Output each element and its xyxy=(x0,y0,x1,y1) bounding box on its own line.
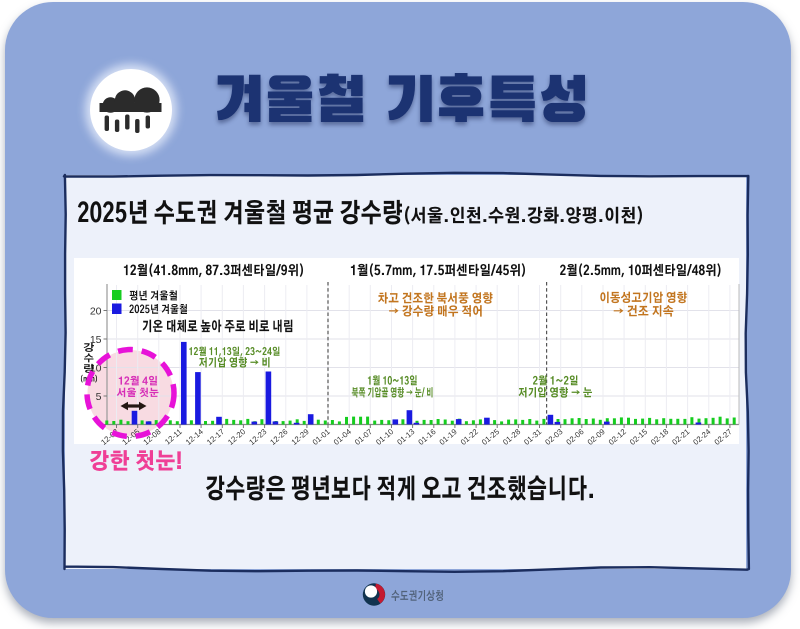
svg-text:02-18: 02-18 xyxy=(649,427,670,447)
svg-text:02-06: 02-06 xyxy=(565,427,586,447)
svg-text:01-13: 01-13 xyxy=(395,427,416,447)
svg-text:02-24: 02-24 xyxy=(691,427,713,447)
svg-text:01-22: 01-22 xyxy=(459,427,480,447)
svg-text:02-03: 02-03 xyxy=(543,427,564,447)
svg-text:02-12: 02-12 xyxy=(607,427,628,447)
svg-text:5: 5 xyxy=(96,391,102,403)
svg-text:01-16: 01-16 xyxy=(417,427,438,447)
svg-text:01-04: 01-04 xyxy=(332,427,354,447)
svg-text:20: 20 xyxy=(90,305,102,317)
svg-text:12-14: 12-14 xyxy=(184,427,206,447)
svg-text:02-21: 02-21 xyxy=(670,427,691,447)
svg-text:10: 10 xyxy=(90,362,102,374)
svg-text:01-10: 01-10 xyxy=(374,427,396,447)
svg-text:02-15: 02-15 xyxy=(628,427,650,447)
svg-text:01-07: 01-07 xyxy=(353,427,374,447)
svg-text:12-11: 12-11 xyxy=(163,427,184,446)
svg-text:12-23: 12-23 xyxy=(247,427,268,447)
svg-text:01-19: 01-19 xyxy=(438,427,459,447)
svg-text:01-25: 01-25 xyxy=(480,427,502,447)
svg-text:12-26: 12-26 xyxy=(268,427,289,447)
svg-text:02-27: 02-27 xyxy=(713,427,734,447)
svg-text:12-20: 12-20 xyxy=(226,427,248,447)
svg-text:12-29: 12-29 xyxy=(290,427,311,447)
svg-text:12-17: 12-17 xyxy=(205,427,226,447)
svg-text:01-01: 01-01 xyxy=(311,427,332,447)
svg-text:15: 15 xyxy=(90,334,102,346)
svg-text:01-28: 01-28 xyxy=(501,427,522,447)
svg-text:02-09: 02-09 xyxy=(586,427,607,447)
svg-text:01-31: 01-31 xyxy=(522,427,543,447)
